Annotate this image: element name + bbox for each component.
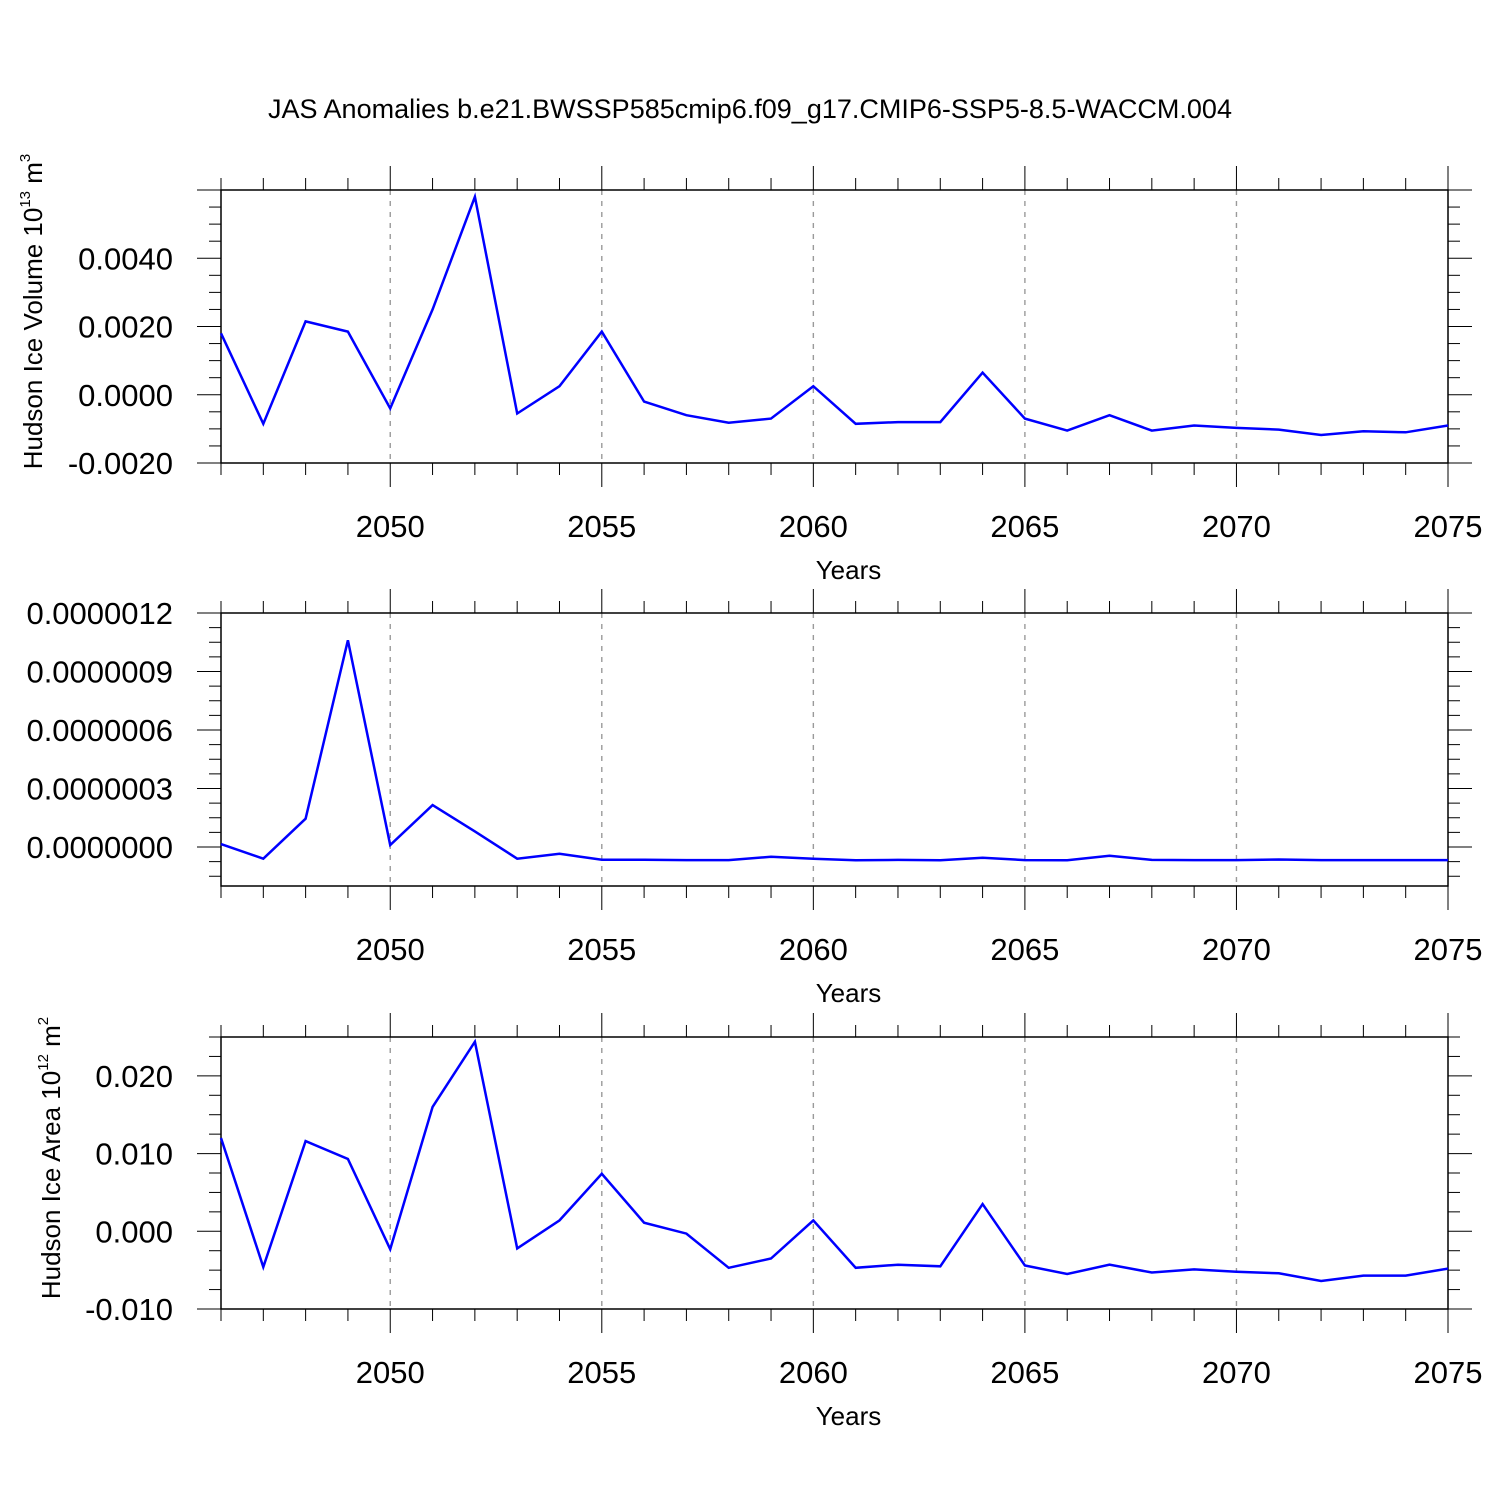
x-tick-label: 2050: [356, 932, 425, 967]
y-tick-label: 0.0040: [78, 241, 173, 276]
panel-middle: 0.0000000 0.0000003 0.0000006 0.0000009 0.00…: [26, 589, 1482, 1008]
panel-ice-volume: -0.0020 0.0000 0.0020 0.0040 2050 2055 2060 206…: [17, 154, 1482, 585]
y-tick-label: 0.0000006: [26, 713, 173, 748]
panel-ice-area: -0.010 0.000 0.010 0.020 2050 2055 2060 2065 207…: [35, 1013, 1482, 1431]
y-axis-title: Hudson Ice Volume 1013 m3: [17, 154, 48, 470]
y-axis-title: Hudson Ice Area 1012 m2: [35, 1017, 66, 1299]
y-axis-title-unit: m: [18, 162, 48, 191]
x-axis-title: Years: [816, 1401, 882, 1431]
x-tick-label: 2060: [779, 509, 848, 544]
x-tick-label: 2050: [356, 1355, 425, 1390]
y-axis-title-unit-exponent: 3: [17, 154, 34, 162]
x-tick-label: 2070: [1202, 1355, 1271, 1390]
series-line: [219, 192, 1449, 437]
x-tick-label: 2055: [567, 509, 636, 544]
y-tick-label: 0.0000: [78, 378, 173, 413]
x-tick-label: 2060: [779, 932, 848, 967]
x-tick-label: 2075: [1414, 1355, 1483, 1390]
y-tick-label: 0.020: [95, 1059, 173, 1094]
plot-frame: [220, 612, 1449, 887]
series-line: [219, 1038, 1449, 1283]
y-axis-title-unit: m: [36, 1025, 66, 1054]
x-tick-label: 2065: [990, 1355, 1059, 1390]
y-tick-label: 0.000: [95, 1214, 173, 1249]
y-axis-title-text: Hudson Ice Area 10: [36, 1071, 66, 1299]
series-line: [220, 640, 1448, 862]
y-tick-label: -0.0020: [68, 446, 173, 481]
x-tick-label: 2060: [779, 1355, 848, 1390]
x-tick-label: 2075: [1414, 932, 1483, 967]
figure-title: JAS Anomalies b.e21.BWSSP585cmip6.f09_g1…: [268, 94, 1232, 124]
y-tick-label: 0.0000012: [26, 596, 173, 631]
x-axis-title: Years: [816, 555, 882, 585]
x-tick-label: 2065: [990, 932, 1059, 967]
y-tick-label: 0.0000000: [26, 830, 173, 865]
y-axis-title-text: Hudson Ice Volume 10: [18, 208, 48, 470]
x-tick-label: 2065: [990, 509, 1059, 544]
y-tick-label: -0.010: [85, 1292, 173, 1327]
y-tick-label: 0.0020: [78, 310, 173, 345]
x-tick-label: 2070: [1202, 932, 1271, 967]
y-axis-title-exponent: 13: [17, 191, 34, 208]
y-tick-label: 0.010: [95, 1137, 173, 1172]
x-tick-label: 2075: [1414, 509, 1483, 544]
y-axis-title-unit-exponent: 2: [35, 1017, 52, 1025]
x-tick-label: 2070: [1202, 509, 1271, 544]
x-tick-label: 2055: [567, 1355, 636, 1390]
y-axis-title-exponent: 12: [35, 1054, 52, 1071]
x-axis-title: Years: [816, 978, 882, 1008]
x-tick-label: 2050: [356, 509, 425, 544]
y-tick-label: 0.0000003: [26, 772, 173, 807]
x-tick-label: 2055: [567, 932, 636, 967]
y-tick-label: 0.0000009: [26, 655, 173, 690]
